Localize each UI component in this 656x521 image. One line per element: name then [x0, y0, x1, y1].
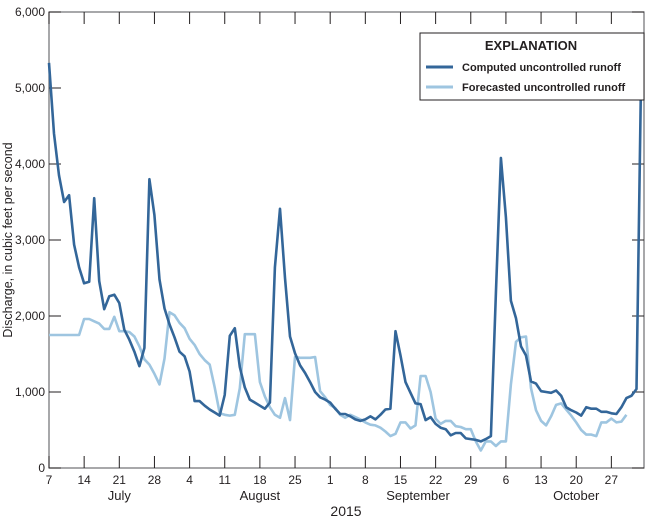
series-lines	[47, 46, 643, 452]
y-tick-label: 6,000	[15, 5, 45, 19]
legend-label-computed: Computed uncontrolled runoff	[462, 62, 621, 74]
y-tick-label: 2,000	[15, 309, 45, 323]
month-label: August	[240, 488, 281, 503]
x-tick-label: 6	[503, 473, 510, 487]
y-tick-label: 5,000	[15, 81, 45, 95]
y-tick-label: 1,000	[15, 385, 45, 399]
x-tick-label: 4	[186, 473, 193, 487]
x-tick-label: 21	[113, 473, 127, 487]
x-tick-label: 27	[605, 473, 619, 487]
x-tick-label: 13	[534, 473, 548, 487]
x-tick-label: 1	[327, 473, 334, 487]
x-tick-label: 7	[46, 473, 53, 487]
legend-title: EXPLANATION	[485, 38, 577, 53]
y-axis-title: Discharge, in cubic feet per second	[1, 142, 15, 337]
y-tick-label: 4,000	[15, 157, 45, 171]
legend: EXPLANATION Computed uncontrolled runoff…	[419, 32, 645, 101]
x-tick-label: 18	[253, 473, 267, 487]
month-label: September	[386, 488, 450, 503]
x-axis-year-label: 2015	[330, 503, 361, 519]
month-label: October	[553, 488, 600, 503]
x-tick-label: 14	[77, 473, 91, 487]
y-tick-label: 3,000	[15, 233, 45, 247]
series-forecasted-line	[49, 310, 628, 452]
x-tick-label: 15	[394, 473, 408, 487]
x-tick-label: 25	[288, 473, 302, 487]
x-tick-label: 20	[570, 473, 584, 487]
series-computed-line	[47, 46, 643, 443]
x-tick-label: 28	[148, 473, 162, 487]
x-tick-label: 8	[362, 473, 369, 487]
legend-box	[419, 32, 645, 101]
x-tick-label: 22	[429, 473, 443, 487]
month-label: July	[108, 488, 132, 503]
y-tick-label: 0	[38, 461, 45, 475]
x-tick-label: 29	[464, 473, 478, 487]
legend-label-forecasted: Forecasted uncontrolled runoff	[462, 82, 626, 94]
x-tick-label: 11	[219, 473, 232, 487]
